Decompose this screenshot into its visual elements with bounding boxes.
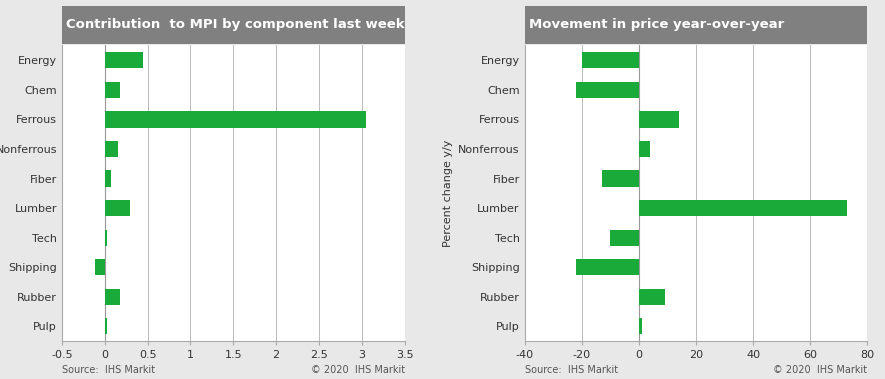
Bar [576,82,639,98]
Bar [95,259,104,275]
Text: Source:  IHS Markit: Source: IHS Markit [62,365,155,375]
Bar [581,52,639,68]
Bar [639,111,679,127]
Bar [639,200,847,216]
Text: Movement in price year-over-year: Movement in price year-over-year [529,18,784,31]
Text: © 2020  IHS Markit: © 2020 IHS Markit [773,365,867,375]
Bar [639,289,665,305]
Bar [104,230,106,246]
Bar [104,52,143,68]
Bar [611,230,639,246]
Bar [104,111,366,127]
Bar [639,141,650,157]
Text: Contribution  to MPI by component last week: Contribution to MPI by component last we… [66,18,405,31]
Y-axis label: Percent change y/y: Percent change y/y [442,139,453,247]
Bar [104,289,120,305]
Text: Source:  IHS Markit: Source: IHS Markit [525,365,618,375]
Bar [602,171,639,186]
Bar [104,318,107,334]
Bar [639,318,642,334]
Text: © 2020  IHS Markit: © 2020 IHS Markit [311,365,404,375]
Bar [576,259,639,275]
Bar [104,82,120,98]
Bar [104,141,118,157]
Bar [104,200,130,216]
Bar [104,171,111,186]
